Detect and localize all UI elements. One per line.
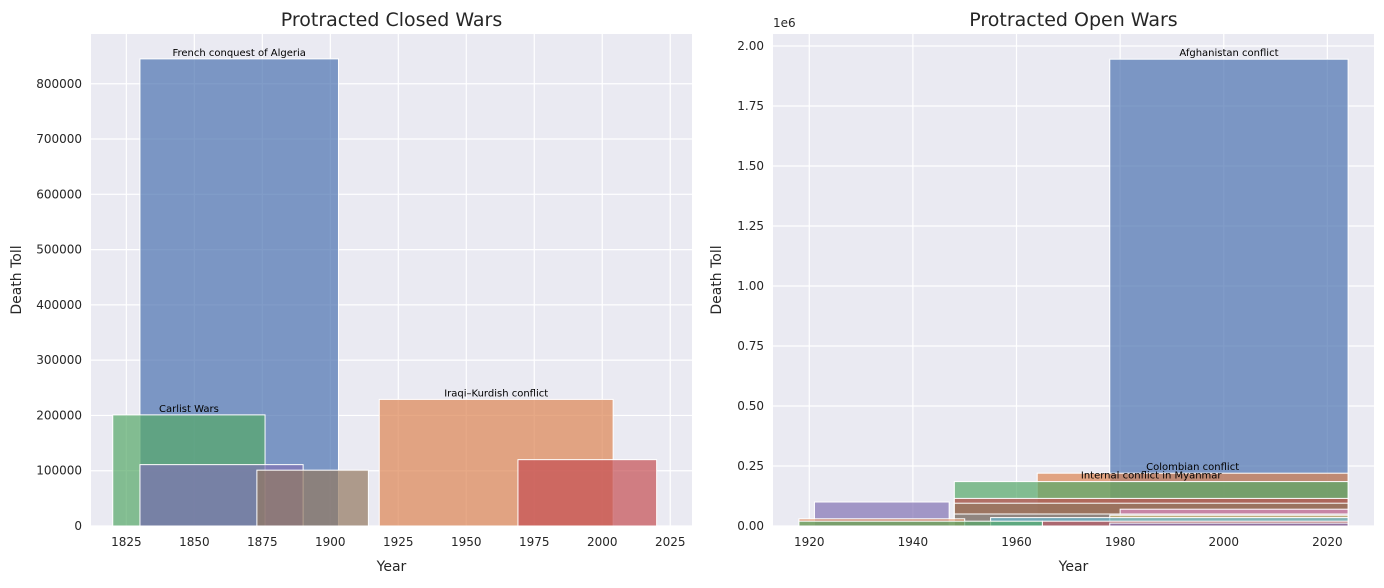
bar — [1109, 58, 1349, 527]
y-tick-label: 800000 — [36, 77, 82, 91]
x-tick-label: 1950 — [451, 535, 482, 549]
x-tick-label: 2000 — [587, 535, 618, 549]
bar-label: Carlist Wars — [159, 404, 219, 415]
y-tick-label: 1.25 — [737, 219, 764, 233]
bar-label: Colombian conflict — [1146, 462, 1239, 473]
y-axis-label: Death Toll — [709, 245, 725, 314]
x-tick-label: 2025 — [655, 535, 686, 549]
y-tick-label: 300000 — [36, 353, 82, 367]
bar — [256, 469, 369, 527]
y-tick-label: 1.00 — [737, 279, 764, 293]
x-tick-label: 1960 — [1001, 535, 1032, 549]
x-tick-label: 2000 — [1208, 535, 1239, 549]
y-tick-label: 0.50 — [737, 399, 764, 413]
y-tick-label: 0.75 — [737, 339, 764, 353]
x-tick-label: 1850 — [179, 535, 210, 549]
y-tick-label: 600000 — [36, 187, 82, 201]
x-tick-label: 2020 — [1312, 535, 1343, 549]
y-offset-label: 1e6 — [773, 16, 796, 30]
y-axis-label: Death Toll — [9, 245, 25, 314]
x-tick-label: 1875 — [247, 535, 278, 549]
y-tick-label: 400000 — [36, 298, 82, 312]
bar-label: Iraqi–Kurdish conflict — [444, 388, 548, 399]
chart-title: Protracted Closed Wars — [281, 9, 503, 31]
x-axis-label: Year — [376, 559, 407, 575]
bar-label: Afghanistan conflict — [1179, 48, 1278, 59]
y-tick-label: 1.75 — [737, 99, 764, 113]
y-tick-label: 2.00 — [737, 39, 764, 53]
x-tick-label: 1940 — [898, 535, 929, 549]
bar — [517, 459, 658, 527]
y-tick-label: 0.25 — [737, 459, 764, 473]
y-tick-label: 500000 — [36, 243, 82, 257]
x-tick-label: 1925 — [383, 535, 414, 549]
x-axis-label: Year — [1058, 559, 1089, 575]
y-tick-label: 0.00 — [737, 519, 764, 533]
chart-title: Protracted Open Wars — [969, 9, 1177, 31]
chart-panel-closed-wars: French conquest of Algeria Carlist Wars Ir… — [9, 9, 692, 575]
bar — [1109, 522, 1349, 527]
y-tick-label: 700000 — [36, 132, 82, 146]
chart-panel-open-wars: Afghanistan conflict Colombian conflictIn… — [709, 9, 1374, 575]
x-tick-label: 1975 — [519, 535, 550, 549]
x-tick-label: 1920 — [794, 535, 825, 549]
bar-label: French conquest of Algeria — [172, 48, 305, 59]
x-tick-label: 1825 — [111, 535, 142, 549]
y-tick-label: 1.50 — [737, 159, 764, 173]
y-tick-label: 100000 — [36, 464, 82, 478]
y-tick-label: 0 — [74, 519, 82, 533]
bar-label: Internal conflict in Myanmar — [1081, 471, 1223, 482]
x-tick-label: 1980 — [1105, 535, 1136, 549]
y-tick-label: 200000 — [36, 408, 82, 422]
x-tick-label: 1900 — [315, 535, 346, 549]
bar — [798, 520, 1043, 527]
